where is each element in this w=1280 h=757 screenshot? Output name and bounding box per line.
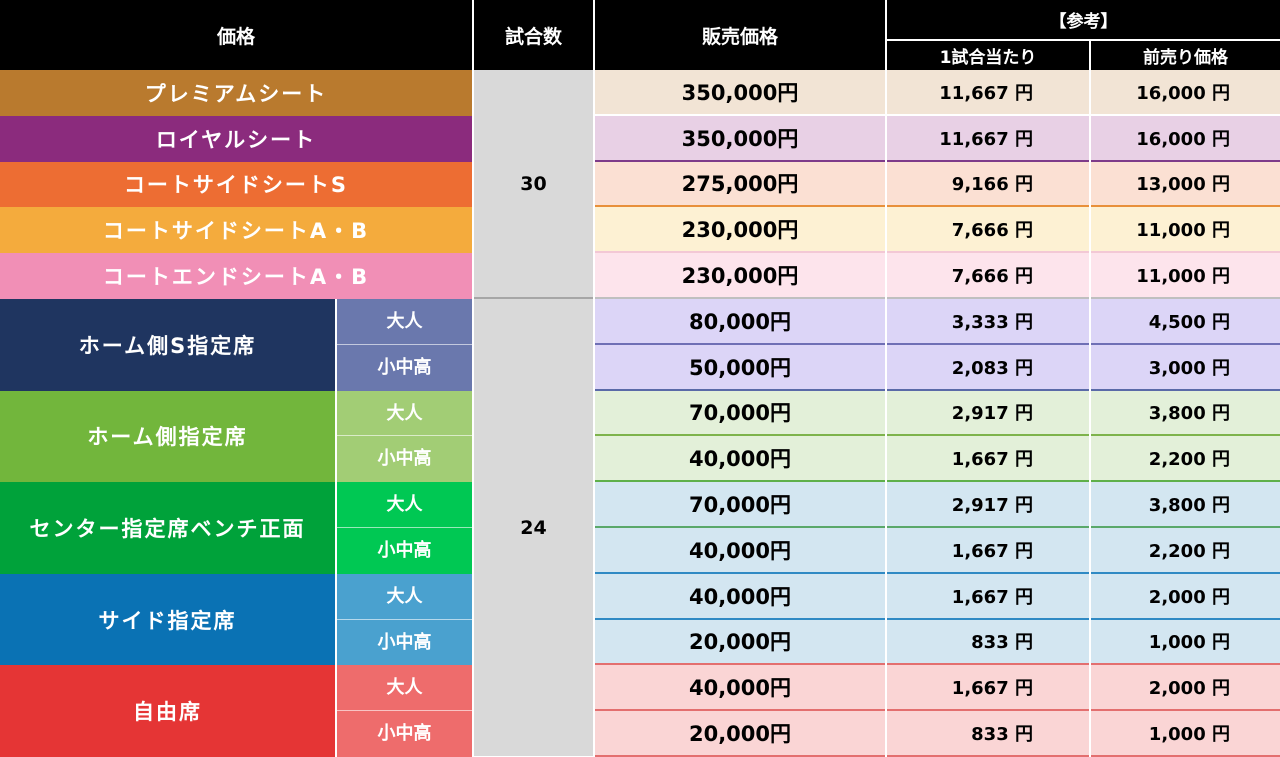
presale-price: 11,000 円 [1091, 253, 1280, 299]
presale-price: 2,000 円 [1091, 573, 1280, 620]
per-game-price: 1,667 円 [887, 528, 1089, 574]
age-category: 大人 [337, 665, 472, 712]
header-games: 試合数 [474, 0, 593, 70]
header-presale: 前売り価格 [1091, 41, 1280, 70]
presale-price: 2,000 円 [1091, 665, 1280, 712]
seat-name: コートサイドシートA・B [0, 207, 472, 254]
presale-price: 3,000 円 [1091, 344, 1280, 391]
per-game-price: 11,667 円 [887, 70, 1089, 116]
sale-price: 80,000円 [595, 299, 885, 345]
seat-name: コートサイドシートS [0, 161, 472, 208]
age-category: 大人 [337, 390, 472, 437]
group-name: ホーム側指定席 [0, 390, 335, 483]
per-game-price: 9,166 円 [887, 161, 1089, 208]
age-category: 小中高 [337, 436, 472, 483]
presale-price: 3,800 円 [1091, 482, 1280, 528]
age-category: 小中高 [337, 344, 472, 391]
header-per-game: 1試合当たり [887, 41, 1089, 70]
presale-price: 3,800 円 [1091, 390, 1280, 437]
age-category: 大人 [337, 573, 472, 620]
header-sale-price: 販売価格 [595, 0, 885, 70]
per-game-price: 11,667 円 [887, 115, 1089, 162]
sale-price: 230,000円 [595, 253, 885, 299]
per-game-price: 7,666 円 [887, 253, 1089, 299]
per-game-price: 2,083 円 [887, 344, 1089, 391]
per-game-price: 1,667 円 [887, 573, 1089, 620]
sale-price: 275,000円 [595, 161, 885, 208]
presale-price: 1,000 円 [1091, 711, 1280, 757]
group-name: センター指定席ベンチ正面 [0, 482, 335, 574]
per-game-price: 833 円 [887, 619, 1089, 666]
presale-price: 2,200 円 [1091, 528, 1280, 574]
age-category: 小中高 [337, 619, 472, 666]
sale-price: 70,000円 [595, 482, 885, 528]
per-game-price: 833 円 [887, 711, 1089, 757]
presale-price: 4,500 円 [1091, 299, 1280, 345]
group-name: 自由席 [0, 665, 335, 757]
per-game-price: 2,917 円 [887, 390, 1089, 437]
presale-price: 2,200 円 [1091, 436, 1280, 483]
sale-price: 70,000円 [595, 390, 885, 437]
group-name: ホーム側S指定席 [0, 299, 335, 391]
sale-price: 350,000円 [595, 115, 885, 162]
game-count-reserved: 24 [474, 299, 593, 756]
per-game-price: 2,917 円 [887, 482, 1089, 528]
sale-price: 40,000円 [595, 665, 885, 712]
seat-name: プレミアムシート [0, 70, 472, 116]
sale-price: 40,000円 [595, 573, 885, 620]
seat-name: コートエンドシートA・B [0, 253, 472, 299]
presale-price: 13,000 円 [1091, 161, 1280, 208]
sale-price: 20,000円 [595, 619, 885, 666]
presale-price: 1,000 円 [1091, 619, 1280, 666]
sale-price: 40,000円 [595, 528, 885, 574]
game-count-premium: 30 [474, 70, 593, 299]
per-game-price: 7,666 円 [887, 207, 1089, 254]
per-game-price: 3,333 円 [887, 299, 1089, 345]
header-reference: 【参考】 [887, 0, 1280, 39]
sale-price: 40,000円 [595, 436, 885, 483]
presale-price: 16,000 円 [1091, 115, 1280, 162]
per-game-price: 1,667 円 [887, 665, 1089, 712]
seat-name: ロイヤルシート [0, 115, 472, 162]
header-price-category: 価格 [0, 0, 472, 70]
presale-price: 16,000 円 [1091, 70, 1280, 116]
presale-price: 11,000 円 [1091, 207, 1280, 254]
sale-price: 20,000円 [595, 711, 885, 757]
per-game-price: 1,667 円 [887, 436, 1089, 483]
age-category: 大人 [337, 482, 472, 528]
sale-price: 230,000円 [595, 207, 885, 254]
age-category: 小中高 [337, 528, 472, 574]
age-category: 大人 [337, 299, 472, 345]
sale-price: 50,000円 [595, 344, 885, 391]
sale-price: 350,000円 [595, 70, 885, 116]
age-category: 小中高 [337, 711, 472, 757]
group-name: サイド指定席 [0, 573, 335, 666]
